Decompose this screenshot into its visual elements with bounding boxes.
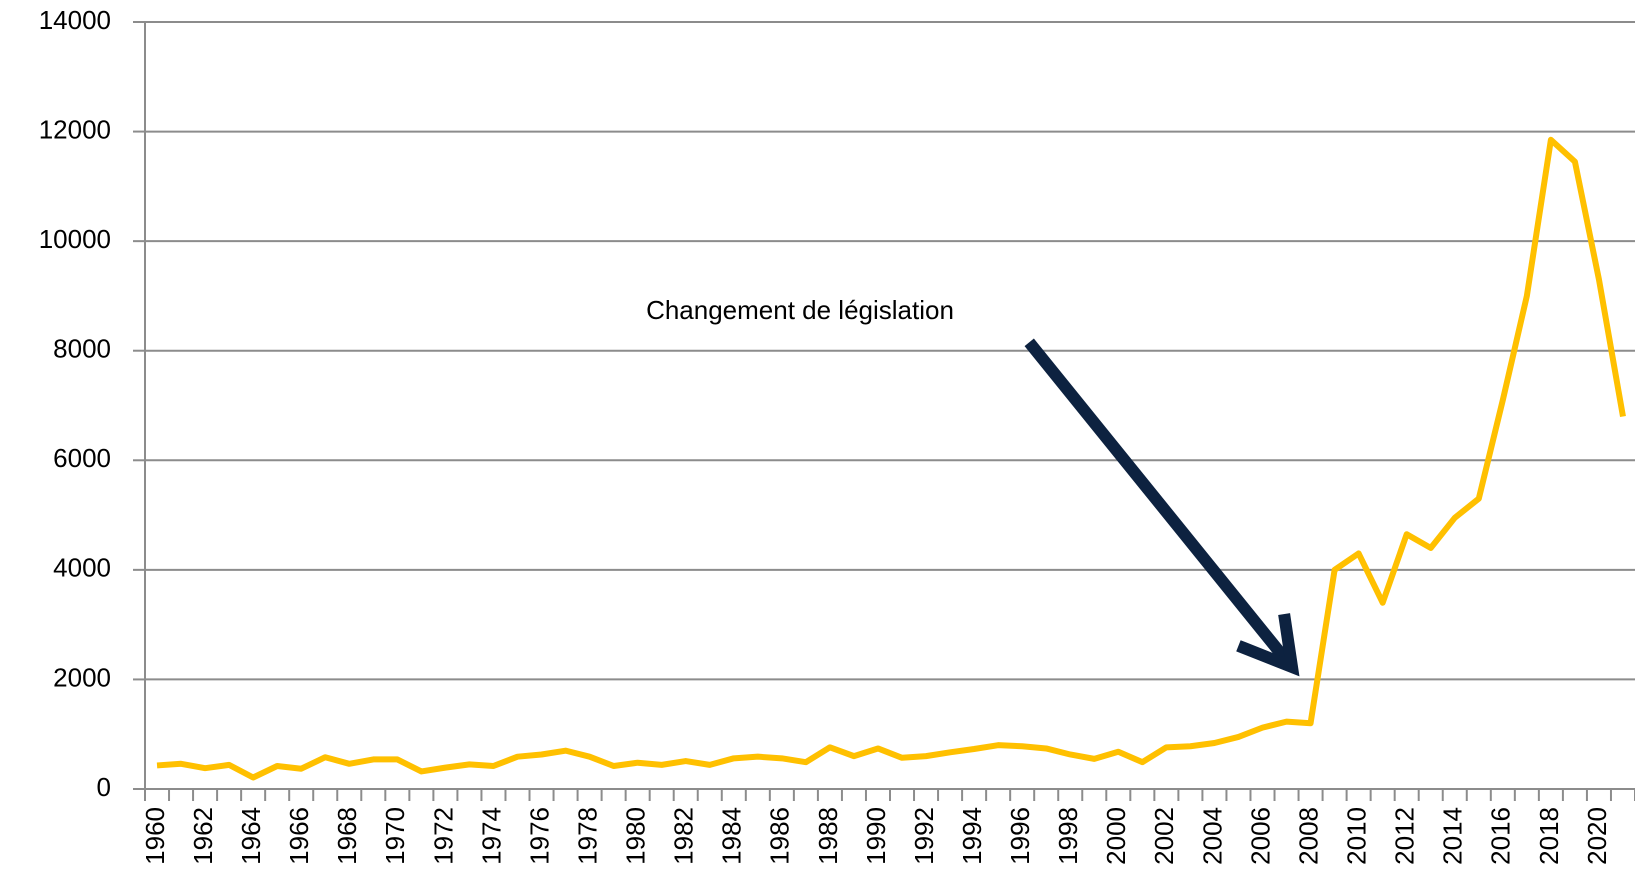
x-tick-label: 2008: [1293, 807, 1323, 865]
x-tick-label: 2016: [1486, 807, 1516, 865]
y-tick-label: 14000: [39, 5, 111, 35]
annotation-arrow: [1024, 338, 1300, 677]
y-tick-label: 6000: [53, 443, 111, 473]
x-tick-label: 1988: [813, 807, 843, 865]
x-tick-label: 2014: [1438, 807, 1468, 865]
x-tick-label: 1966: [284, 807, 314, 865]
annotation: Changement de législation: [646, 295, 954, 325]
x-tick-label: 2020: [1582, 807, 1612, 865]
x-tick-label: 2000: [1101, 807, 1131, 865]
y-tick-label: 2000: [53, 662, 111, 692]
x-tick-label: 2006: [1245, 807, 1275, 865]
x-tick-label: 2004: [1197, 807, 1227, 865]
x-tick-label: 1968: [332, 807, 362, 865]
y-tick-label: 12000: [39, 114, 111, 144]
x-tick-label: 1990: [861, 807, 891, 865]
x-tick-label: 1972: [428, 807, 458, 865]
x-tick-label: 1976: [524, 807, 554, 865]
data-line: [156, 136, 1626, 781]
x-tick-label: 1980: [621, 807, 651, 865]
x-tick-label: 2010: [1342, 807, 1372, 865]
x-tick-label: 2012: [1390, 807, 1420, 865]
x-tick-label: 2002: [1149, 807, 1179, 865]
y-tick-label: 4000: [53, 553, 111, 583]
x-tick-label: 1960: [140, 807, 170, 865]
x-tick-label: 1992: [909, 807, 939, 865]
x-tick-label: 1984: [717, 807, 747, 865]
x-tick-label: 1970: [380, 807, 410, 865]
x-tick-label: 1964: [236, 807, 266, 865]
x-tick-label: 1982: [669, 807, 699, 865]
x-tick-label: 1978: [572, 807, 602, 865]
y-tick-label: 0: [97, 772, 111, 802]
x-tick-label: 2018: [1534, 807, 1564, 865]
y-tick-label: 10000: [39, 224, 111, 254]
x-tick-label: 1998: [1053, 807, 1083, 865]
y-tick-label: 8000: [53, 334, 111, 364]
x-tick-label: 1996: [1005, 807, 1035, 865]
x-tick-label: 1986: [765, 807, 795, 865]
x-tick-label: 1994: [957, 807, 987, 865]
x-tick-label: 1974: [476, 807, 506, 865]
x-tick-label: 1962: [188, 807, 218, 865]
